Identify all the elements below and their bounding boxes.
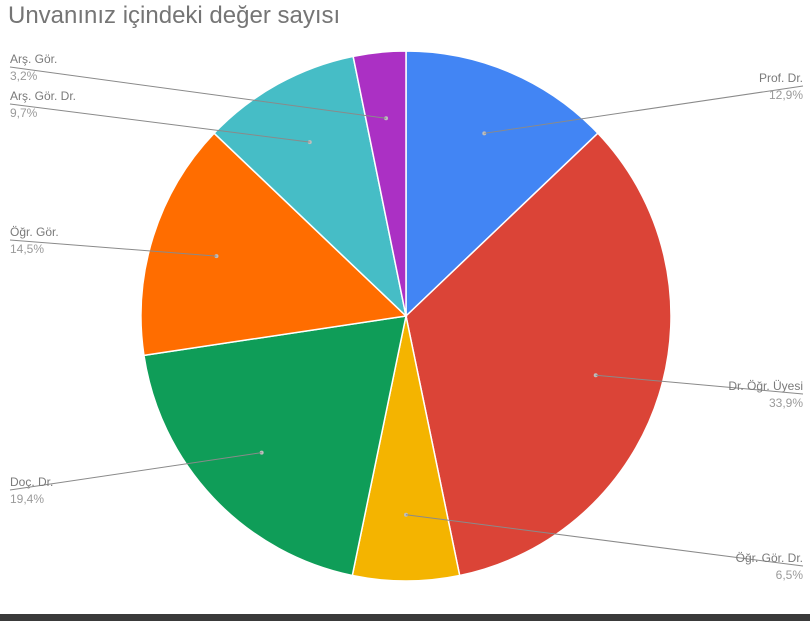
slice-label-doc-dr: Doç. Dr. <box>10 475 53 489</box>
slice-percent-prof-dr: 12,9% <box>769 88 803 102</box>
leader-line-ogr-gor-dr <box>405 514 804 567</box>
slice-label-ars-gor: Arş. Gör. <box>10 52 57 66</box>
leader-line-ars-gor-dr <box>9 103 310 143</box>
slice-label-dr-ogr-uyesi: Dr. Öğr. Üyesi <box>728 379 803 393</box>
slice-label-ogr-gor: Öğr. Gör. <box>10 225 59 239</box>
leader-line-ogr-gor <box>9 239 217 257</box>
labels-layer: Prof. Dr. 12,9% Dr. Öğr. Üyesi 33,9% Öğr. Gö… <box>9 52 804 582</box>
leader-line-dr-ogr-uyesi <box>595 374 804 395</box>
slice-percent-doc-dr: 19,4% <box>10 492 44 506</box>
pie-slice-dr-ogr-uyesi <box>405 132 672 577</box>
slice-percent-ars-gor: 3,2% <box>10 69 38 83</box>
chart-title: Unvanınız içindeki değer sayısı <box>8 2 341 29</box>
pie-slice-prof-dr <box>405 50 599 318</box>
slice-label-prof-dr: Prof. Dr. <box>759 71 803 85</box>
slice-percent-dr-ogr-uyesi: 33,9% <box>769 396 803 410</box>
slice-label-ars-gor-dr: Arş. Gör. Dr. <box>10 89 76 103</box>
slice-label-ogr-gor-dr: Öğr. Gör. Dr. <box>736 551 803 565</box>
slice-percent-ogr-gor: 14,5% <box>10 242 44 256</box>
pie-slice-ogr-gor <box>140 132 408 357</box>
slice-percent-ogr-gor-dr: 6,5% <box>776 568 804 582</box>
pie-slice-doc-dr <box>143 315 407 577</box>
leader-line-ars-gor <box>9 66 387 119</box>
pie-slice-ars-gor-dr <box>213 55 408 319</box>
leader-dot-ogr-gor <box>214 254 219 259</box>
bottom-border <box>0 614 810 621</box>
slice-percent-ars-gor-dr: 9,7% <box>10 106 38 120</box>
leader-line-prof-dr <box>484 85 804 134</box>
slices-layer <box>140 50 672 582</box>
pie-slice-ars-gor <box>352 50 407 317</box>
leader-line-doc-dr <box>9 452 262 491</box>
